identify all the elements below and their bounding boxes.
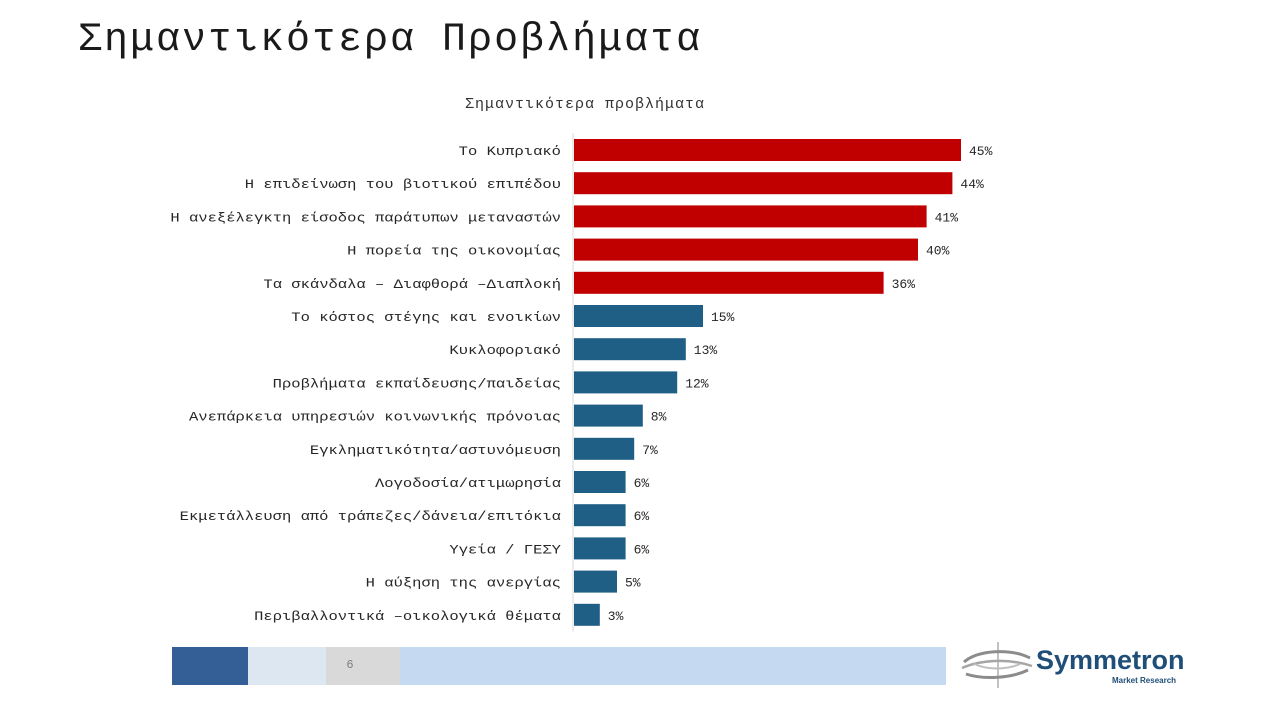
category-label: Η αύξηση της ανεργίας [366,576,561,591]
data-label: 12% [685,376,709,391]
footer-strip-dark [172,647,248,685]
bar [574,603,600,626]
bar [574,139,961,161]
bar [574,404,643,427]
data-label: 8% [651,410,667,425]
bar [574,238,918,261]
data-label: 6% [634,509,650,524]
bar [574,338,686,361]
bar [574,437,635,460]
category-label: Κυκλοφοριακό [449,343,561,358]
category-label: Προβλήματα εκπαίδευσης/παιδείας [273,376,561,391]
bar [574,570,617,593]
data-label: 36% [892,277,916,292]
logo-name: Symmetron [1036,645,1185,675]
footer-strip-blue [400,647,946,685]
bar [574,271,884,294]
data-label: 13% [694,343,718,358]
data-label: 44% [960,177,984,192]
data-label: 40% [926,244,950,259]
logo-subtitle: Market Research [1112,676,1177,685]
bar [574,471,626,493]
category-label: Εγκληματικότητα/αστυνόμευση [310,443,561,458]
bar [574,537,626,560]
category-label: Τα σκάνδαλα – Διαφθορά –Διαπλοκή [263,277,561,292]
bar [574,205,927,228]
data-label: 6% [634,476,650,491]
data-label: 41% [935,210,959,225]
page-number: 6 [346,658,354,672]
category-label: Λογοδοσία/ατιμωρησία [375,476,561,491]
category-label: Η ανεξέλεγκτη είσοδος παράτυπων μεταναστ… [170,210,561,225]
category-label: Υγεία / ΓΕΣΥ [449,542,561,557]
data-label: 7% [642,443,658,458]
category-label: Η πορεία της οικονομίας [347,244,561,259]
data-label: 6% [634,542,650,557]
bar [574,371,678,394]
category-label: Περιβαλλοντικά –οικολογικά θέματα [254,609,561,624]
chart-title: Σημαντικότερα προβλήματα [464,96,706,113]
data-label: 15% [711,310,735,325]
page-title: Σημαντικότερα Προβλήματα [78,18,703,63]
category-label: Η επιδείνωση του βιοτικού επιπέδου [245,177,561,192]
footer-strip-grey [326,647,400,685]
logo-swirl-icon [961,642,1033,688]
bar [574,172,953,195]
bar [574,504,626,527]
symmetron-logo: Symmetron Market Research [958,640,1198,690]
bar [574,305,703,327]
data-label: 45% [969,144,993,159]
category-label: Ανεπάρκεια υπηρεσιών κοινωνικής πρόνοιας [189,410,561,425]
data-label: 3% [608,609,624,624]
category-label: Εκμετάλλευση από τράπεζες/δάνεια/επιτόκι… [180,509,562,524]
category-label: Το κόστος στέγης και ενοικίων [291,310,561,325]
category-label: Το Κυπριακό [459,144,561,159]
footer-strip-light [248,647,326,685]
data-label: 5% [625,576,641,591]
